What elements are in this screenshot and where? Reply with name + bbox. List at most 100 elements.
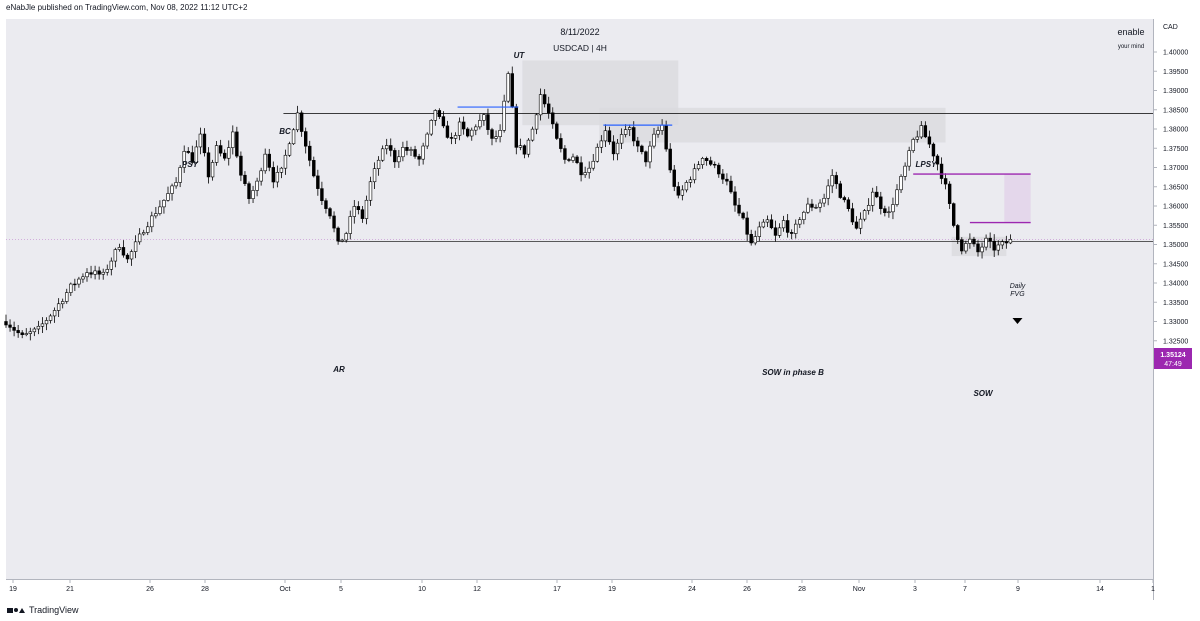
candle: [935, 154, 940, 171]
candle: [583, 166, 587, 178]
candle: [960, 237, 964, 255]
candle: [559, 133, 563, 153]
candle: [737, 198, 741, 217]
wyckoff-label: SOW in phase B: [762, 368, 824, 377]
candle: [627, 124, 632, 137]
candle: [166, 186, 170, 202]
candle: [32, 327, 37, 337]
candle: [218, 139, 223, 157]
candle: [563, 145, 567, 164]
candles: [4, 66, 1013, 341]
y-tick-label: 1.33500: [1163, 300, 1188, 307]
candle: [753, 230, 757, 246]
candle: [20, 330, 24, 339]
candle: [279, 166, 284, 179]
candle: [81, 273, 85, 283]
candle: [409, 146, 413, 156]
candle: [644, 150, 648, 167]
candle: [794, 219, 798, 239]
x-tick-label: 5: [339, 586, 343, 593]
candle: [105, 264, 109, 276]
candle: [769, 214, 774, 230]
candle: [44, 317, 49, 331]
x-tick-label: Nov: [853, 586, 866, 593]
y-tick-label: 1.40000: [1163, 50, 1188, 57]
fvg-zone: [1004, 174, 1031, 223]
candle: [911, 137, 915, 153]
candle: [717, 162, 721, 178]
candle: [802, 210, 806, 225]
candle: [522, 144, 527, 159]
candle: [866, 198, 871, 215]
chart-subtitle: USDCAD | 4H: [553, 43, 607, 53]
candle: [4, 314, 8, 328]
y-tick-label: 1.35500: [1163, 223, 1188, 230]
chart-titles: 8/11/2022 USDCAD | 4H enable your mind: [553, 27, 1144, 53]
y-tick-label: 1.38500: [1163, 107, 1188, 114]
candle: [992, 234, 996, 258]
candle: [336, 226, 340, 245]
candle: [1000, 239, 1005, 250]
candle: [231, 125, 235, 155]
candle: [470, 127, 474, 141]
x-tick-label: 14: [1096, 586, 1104, 593]
x-tick-label: 19: [608, 586, 616, 593]
candle: [506, 71, 510, 104]
candle: [502, 94, 506, 133]
y-tick-label: 1.35000: [1163, 242, 1188, 249]
candle: [951, 202, 956, 228]
candle: [599, 135, 604, 154]
candle: [77, 276, 81, 288]
last-price-tag: 1.35124 47:49: [1154, 348, 1192, 369]
candle: [340, 238, 344, 243]
candle: [814, 204, 818, 209]
candle: [461, 116, 466, 135]
y-tick-label: 1.36500: [1163, 184, 1188, 191]
candle: [478, 114, 482, 130]
candle: [972, 236, 976, 247]
candle: [733, 186, 737, 212]
candle: [514, 103, 519, 155]
wyckoff-label: UT: [514, 51, 526, 60]
candle: [214, 140, 219, 166]
price-axis[interactable]: CAD 1.40000 1.39500 1.39000 1.38500 1.38000 1…: [1153, 19, 1188, 600]
candle: [542, 89, 547, 108]
candle: [640, 144, 644, 155]
candle: [401, 141, 405, 162]
candle: [891, 197, 895, 220]
time-axis[interactable]: 19 21 26 28 Oct 5 10 12 17 19 24 26 28 Nov 3 7 9 14 1: [6, 579, 1155, 593]
candle: [875, 186, 879, 199]
candle: [595, 143, 600, 163]
candle: [611, 135, 616, 161]
candle: [571, 153, 575, 163]
candle: [247, 181, 251, 204]
candle: [838, 180, 843, 199]
candle: [162, 199, 166, 214]
footer[interactable]: TradingView: [7, 603, 79, 617]
candle: [903, 162, 907, 181]
candle: [364, 195, 369, 225]
candle: [757, 221, 762, 242]
candle: [729, 175, 733, 194]
candle: [259, 167, 263, 186]
candle: [931, 142, 936, 162]
candle: [190, 145, 194, 165]
candle: [688, 176, 693, 188]
candle: [170, 183, 174, 201]
y-tick-label: 1.37500: [1163, 146, 1188, 153]
candle: [389, 138, 393, 157]
candle: [700, 156, 705, 169]
x-tick-label: Oct: [280, 586, 291, 593]
candle: [879, 191, 883, 215]
fvg-label: Daily FVG: [1010, 283, 1026, 298]
candle: [178, 165, 182, 188]
candle: [352, 200, 356, 224]
candle: [482, 113, 486, 126]
candle: [980, 242, 984, 259]
candle: [299, 110, 304, 137]
annotation-labels: PSY BC AR UT LPSY SOW in phase B SOW: [182, 51, 994, 398]
candle: [441, 111, 446, 129]
candle: [445, 120, 450, 139]
candle: [826, 179, 830, 206]
